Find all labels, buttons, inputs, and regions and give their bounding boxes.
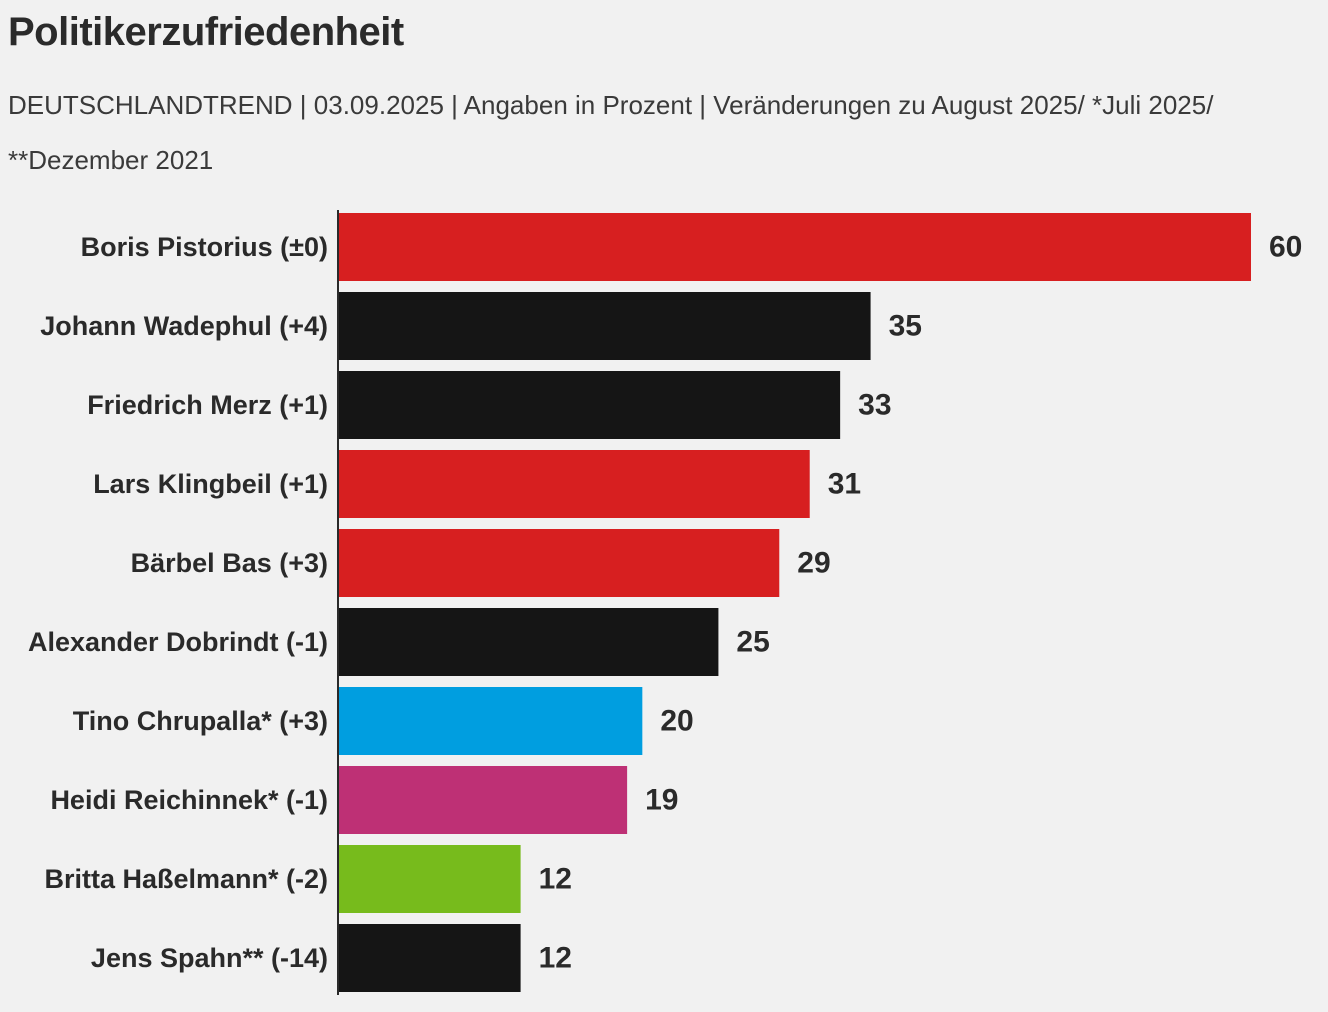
category-label-alexander-dobrindt: Alexander Dobrindt (-1): [28, 627, 328, 657]
category-label-tino-chrupalla: Tino Chrupalla* (+3): [73, 706, 328, 736]
value-label-friedrich-merz: 33: [858, 389, 891, 422]
bar-jens-spahn: [338, 924, 521, 992]
bar-baerbel-bas: [338, 529, 780, 597]
category-label-friedrich-merz: Friedrich Merz (+1): [87, 390, 328, 420]
bar-tino-chrupalla: [338, 687, 643, 755]
category-label-johann-wadephul: Johann Wadephul (+4): [40, 311, 328, 341]
value-labels-group: 60 35 33 31 29 25 20 19 12 12: [539, 231, 1303, 975]
value-label-johann-wadephul: 35: [889, 310, 922, 343]
chart-title: Politikerzufriedenheit: [8, 10, 404, 54]
category-label-boris-pistorius: Boris Pistorius (±0): [81, 232, 328, 262]
bar-heidi-reichinnek: [338, 766, 628, 834]
value-label-britta-hasselmann: 12: [539, 863, 572, 896]
value-label-baerbel-bas: 29: [797, 547, 830, 580]
chart-subtitle: DEUTSCHLANDTREND | 03.09.2025 | Angaben …: [8, 90, 1214, 175]
value-label-boris-pistorius: 60: [1269, 231, 1302, 264]
category-label-jens-spahn: Jens Spahn** (-14): [91, 943, 328, 973]
value-label-tino-chrupalla: 20: [660, 705, 693, 738]
value-label-heidi-reichinnek: 19: [645, 784, 678, 817]
category-labels-group: Boris Pistorius (±0) Johann Wadephul (+4)…: [28, 232, 328, 973]
category-label-lars-klingbeil: Lars Klingbeil (+1): [93, 469, 328, 499]
category-label-baerbel-bas: Bärbel Bas (+3): [131, 548, 328, 578]
category-label-heidi-reichinnek: Heidi Reichinnek* (-1): [50, 785, 328, 815]
bars-group: [338, 213, 1251, 992]
value-label-lars-klingbeil: 31: [828, 468, 861, 501]
bar-friedrich-merz: [338, 371, 841, 439]
bar-boris-pistorius: [338, 213, 1251, 281]
bar-lars-klingbeil: [338, 450, 810, 518]
bar-britta-hasselmann: [338, 845, 521, 913]
value-label-alexander-dobrindt: 25: [736, 626, 769, 659]
category-label-britta-hasselmann: Britta Haßelmann* (-2): [44, 864, 328, 894]
value-label-jens-spahn: 12: [539, 942, 572, 975]
bar-johann-wadephul: [338, 292, 871, 360]
bar-alexander-dobrindt: [338, 608, 719, 676]
